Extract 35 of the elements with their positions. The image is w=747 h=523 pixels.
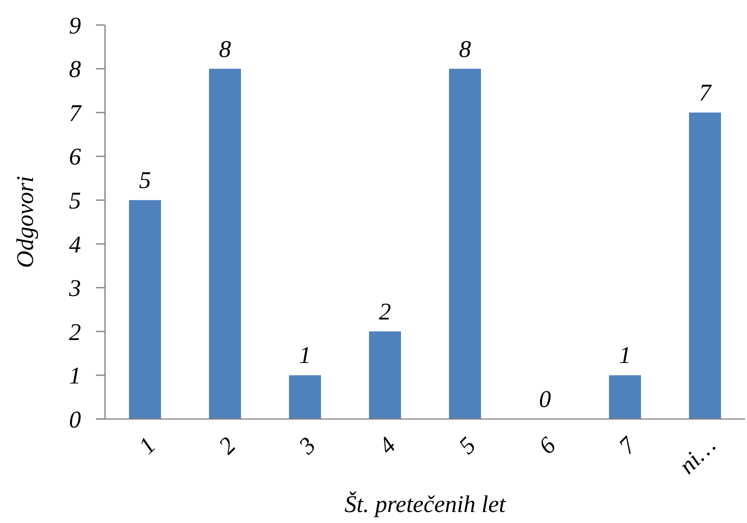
- x-tick-label: 5: [454, 432, 482, 460]
- x-tick-label: 7: [614, 432, 642, 460]
- data-label: 1: [299, 343, 311, 370]
- x-tick-label: 4: [374, 432, 402, 460]
- x-tick-label: ni…: [674, 432, 722, 480]
- data-label: 8: [219, 36, 231, 63]
- y-tick-label: 2: [69, 320, 81, 346]
- x-tick-label: 2: [214, 432, 242, 460]
- data-label: 7: [699, 80, 712, 107]
- x-tick-label: 3: [294, 432, 322, 460]
- bar: [609, 375, 641, 419]
- bar: [369, 331, 401, 419]
- y-tick-label: 4: [69, 232, 81, 258]
- data-label: 5: [139, 168, 151, 194]
- data-label: 2: [379, 299, 391, 326]
- bar: [289, 375, 321, 419]
- y-tick-label: 3: [68, 276, 81, 302]
- data-label: 0: [539, 387, 551, 413]
- x-axis-title: Št. pretečenih let: [344, 491, 507, 518]
- y-tick-label: 1: [69, 364, 81, 390]
- x-tick-label: 6: [534, 432, 562, 460]
- y-tick-label: 8: [69, 57, 81, 84]
- y-axis-title: Odgovori: [13, 176, 39, 268]
- y-tick-label: 0: [69, 407, 81, 434]
- x-tick-label: 1: [134, 432, 162, 460]
- y-tick-label: 7: [69, 100, 82, 127]
- data-label: 8: [459, 36, 471, 63]
- y-tick-label: 9: [69, 13, 81, 40]
- bar: [129, 200, 161, 419]
- bar: [449, 68, 481, 419]
- y-tick-label: 5: [69, 188, 81, 215]
- bar: [689, 112, 721, 419]
- data-label: 1: [619, 343, 631, 370]
- y-tick-label: 6: [69, 144, 81, 171]
- bar: [209, 68, 241, 419]
